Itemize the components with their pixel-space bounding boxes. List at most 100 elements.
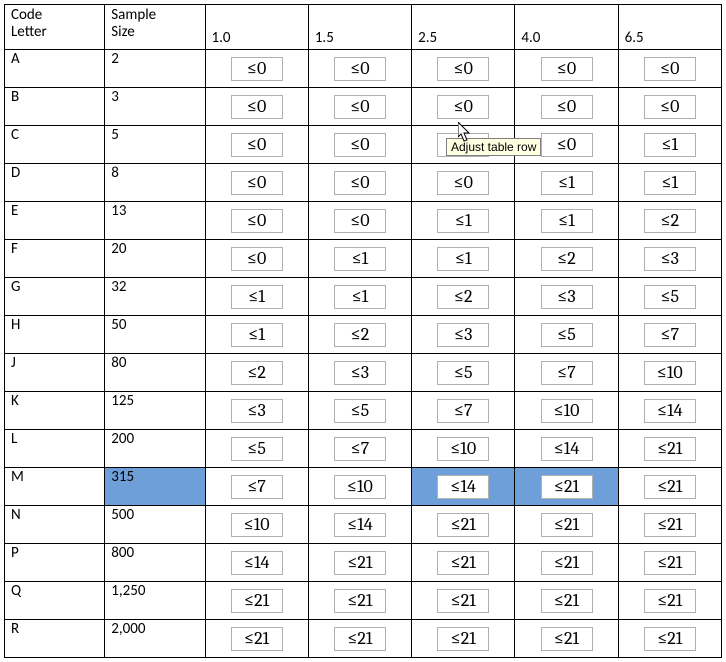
value-box[interactable]: ≤3 xyxy=(437,323,489,347)
value-cell[interactable]: ≤5 xyxy=(412,354,515,392)
value-box[interactable]: ≤0 xyxy=(334,57,386,81)
value-box[interactable]: ≤10 xyxy=(334,475,386,499)
value-cell[interactable]: ≤0 xyxy=(308,164,411,202)
value-cell[interactable]: ≤21 xyxy=(205,582,308,620)
value-box[interactable]: ≤5 xyxy=(437,361,489,385)
value-box[interactable]: ≤1 xyxy=(231,285,283,309)
value-box[interactable]: ≤14 xyxy=(644,399,696,423)
value-cell[interactable]: ≤21 xyxy=(515,468,618,506)
value-box[interactable]: ≤2 xyxy=(334,323,386,347)
value-box[interactable]: ≤0 xyxy=(541,57,593,81)
value-box[interactable]: ≤1 xyxy=(334,247,386,271)
value-cell[interactable]: ≤10 xyxy=(618,354,721,392)
value-box[interactable]: ≤0 xyxy=(541,133,593,157)
value-cell[interactable]: ≤7 xyxy=(205,468,308,506)
value-cell[interactable]: ≤3 xyxy=(308,354,411,392)
value-box[interactable]: ≤0 xyxy=(231,171,283,195)
value-box[interactable]: ≤21 xyxy=(644,627,696,651)
value-box[interactable]: ≤5 xyxy=(541,323,593,347)
value-box[interactable]: ≤1 xyxy=(541,209,593,233)
value-box[interactable]: ≤5 xyxy=(231,437,283,461)
value-box[interactable]: ≤21 xyxy=(231,627,283,651)
value-cell[interactable]: ≤1 xyxy=(205,278,308,316)
value-cell[interactable]: ≤21 xyxy=(515,620,618,658)
value-cell[interactable]: ≤1 xyxy=(515,202,618,240)
value-box[interactable]: ≤21 xyxy=(541,513,593,537)
value-cell[interactable]: ≤21 xyxy=(412,544,515,582)
value-cell[interactable]: ≤21 xyxy=(205,620,308,658)
value-cell[interactable]: ≤21 xyxy=(308,544,411,582)
value-box[interactable]: ≤0 xyxy=(334,95,386,119)
value-box[interactable]: ≤21 xyxy=(437,627,489,651)
value-cell[interactable]: ≤10 xyxy=(515,392,618,430)
value-cell[interactable]: ≤2 xyxy=(205,354,308,392)
value-cell[interactable]: ≤21 xyxy=(412,620,515,658)
value-box[interactable]: ≤10 xyxy=(644,361,696,385)
value-box[interactable]: ≤0 xyxy=(231,95,283,119)
value-cell[interactable]: ≤7 xyxy=(618,316,721,354)
value-cell[interactable]: ≤21 xyxy=(515,506,618,544)
value-box[interactable]: ≤21 xyxy=(541,627,593,651)
value-cell[interactable]: ≤10 xyxy=(205,506,308,544)
value-box[interactable]: ≤2 xyxy=(231,361,283,385)
value-cell[interactable]: ≤3 xyxy=(412,316,515,354)
value-cell[interactable]: ≤21 xyxy=(618,430,721,468)
value-box[interactable]: ≤21 xyxy=(541,475,593,499)
value-cell[interactable]: ≤10 xyxy=(412,430,515,468)
value-cell[interactable]: ≤0 xyxy=(308,126,411,164)
value-box[interactable]: ≤21 xyxy=(437,513,489,537)
value-cell[interactable]: ≤21 xyxy=(515,544,618,582)
value-box[interactable]: ≤21 xyxy=(334,589,386,613)
value-cell[interactable]: ≤1 xyxy=(308,278,411,316)
value-box[interactable]: ≤5 xyxy=(334,399,386,423)
value-box[interactable]: ≤10 xyxy=(541,399,593,423)
value-cell[interactable]: ≤14 xyxy=(205,544,308,582)
value-box[interactable]: ≤2 xyxy=(644,209,696,233)
value-box[interactable]: ≤7 xyxy=(541,361,593,385)
value-cell[interactable]: ≤0 xyxy=(308,50,411,88)
value-box[interactable]: ≤10 xyxy=(437,437,489,461)
value-box[interactable]: ≤14 xyxy=(334,513,386,537)
value-box[interactable]: ≤21 xyxy=(541,589,593,613)
value-box[interactable]: ≤21 xyxy=(334,627,386,651)
value-box[interactable]: ≤5 xyxy=(644,285,696,309)
value-cell[interactable]: ≤14 xyxy=(515,430,618,468)
value-cell[interactable]: ≤5 xyxy=(515,316,618,354)
value-box[interactable]: ≤2 xyxy=(541,247,593,271)
value-cell[interactable]: ≤1 xyxy=(618,126,721,164)
value-box[interactable]: ≤1 xyxy=(644,171,696,195)
value-cell[interactable]: ≤1 xyxy=(412,202,515,240)
value-box[interactable]: ≤1 xyxy=(541,171,593,195)
value-cell[interactable]: ≤21 xyxy=(618,544,721,582)
value-cell[interactable]: ≤21 xyxy=(515,582,618,620)
value-cell[interactable]: ≤1 xyxy=(205,316,308,354)
value-cell[interactable]: ≤3 xyxy=(515,278,618,316)
value-box[interactable]: ≤0 xyxy=(231,133,283,157)
value-cell[interactable]: ≤2 xyxy=(515,240,618,278)
value-cell[interactable]: ≤7 xyxy=(515,354,618,392)
value-box[interactable]: ≤21 xyxy=(644,513,696,537)
value-cell[interactable]: ≤0 xyxy=(618,88,721,126)
value-box[interactable]: ≤21 xyxy=(644,437,696,461)
value-box[interactable]: ≤10 xyxy=(231,513,283,537)
value-cell[interactable]: ≤3 xyxy=(205,392,308,430)
value-cell[interactable]: ≤7 xyxy=(412,392,515,430)
value-box[interactable]: ≤14 xyxy=(437,475,489,499)
value-box[interactable]: ≤0 xyxy=(541,95,593,119)
value-box[interactable]: ≤21 xyxy=(334,551,386,575)
value-box[interactable]: ≤21 xyxy=(644,475,696,499)
value-cell[interactable]: ≤21 xyxy=(308,582,411,620)
value-cell[interactable]: ≤1 xyxy=(618,164,721,202)
value-cell[interactable]: ≤1 xyxy=(412,240,515,278)
value-cell[interactable]: ≤0 xyxy=(412,88,515,126)
value-box[interactable]: ≤14 xyxy=(541,437,593,461)
value-cell[interactable]: ≤0 xyxy=(308,202,411,240)
value-cell[interactable]: ≤0 xyxy=(205,88,308,126)
value-cell[interactable]: ≤0 xyxy=(205,202,308,240)
value-cell[interactable]: ≤14 xyxy=(412,468,515,506)
value-box[interactable]: ≤0 xyxy=(437,95,489,119)
value-box[interactable]: ≤0 xyxy=(644,57,696,81)
value-cell[interactable]: ≤21 xyxy=(412,582,515,620)
value-cell[interactable]: ≤0 xyxy=(205,164,308,202)
value-cell[interactable]: ≤5 xyxy=(618,278,721,316)
